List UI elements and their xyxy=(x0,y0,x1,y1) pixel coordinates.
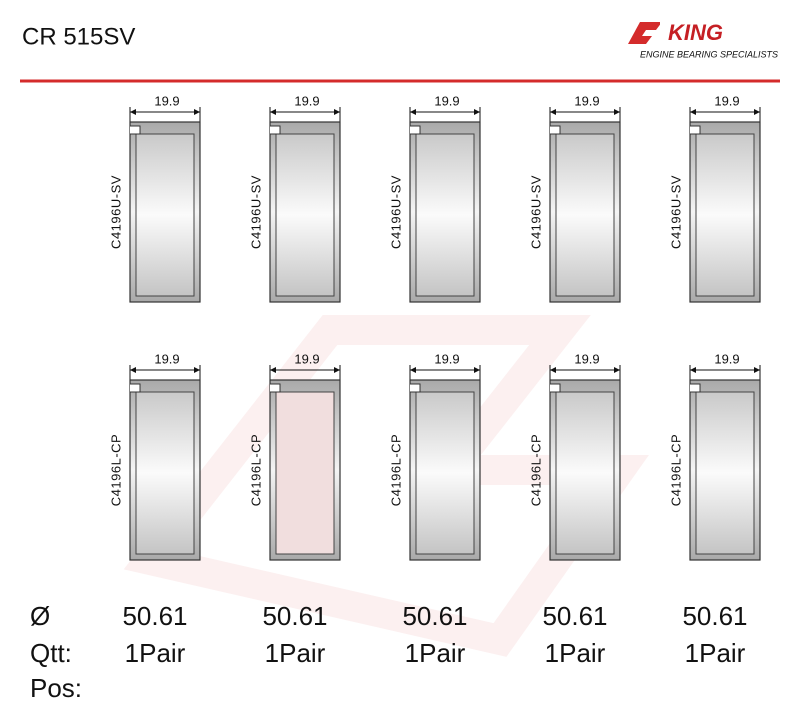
bearing-face xyxy=(555,133,615,297)
logo: KING ENGINE BEARING SPECIALISTS xyxy=(628,20,778,59)
arrow xyxy=(334,109,340,115)
arrow xyxy=(614,109,620,115)
title: CR 515SV xyxy=(22,23,135,50)
part-number: C4196L-CP xyxy=(388,434,403,506)
part-number: C4196L-CP xyxy=(108,434,123,506)
locating-tab xyxy=(550,383,561,393)
locating-tab xyxy=(690,383,701,393)
width-label: 19.9 xyxy=(714,351,739,366)
width-label: 19.9 xyxy=(294,351,319,366)
bearing-face xyxy=(415,133,475,297)
arrow xyxy=(194,367,200,373)
part-number: C4196U-SV xyxy=(668,175,683,249)
bearing-face xyxy=(555,391,615,555)
locating-tab xyxy=(410,383,421,393)
quantity: 1Pair xyxy=(125,638,186,668)
arrow xyxy=(194,109,200,115)
width-label: 19.9 xyxy=(574,93,599,108)
arrow xyxy=(334,367,340,373)
width-label: 19.9 xyxy=(574,351,599,366)
arrow xyxy=(550,367,556,373)
arrow xyxy=(130,109,136,115)
arrow xyxy=(690,109,696,115)
quantity: 1Pair xyxy=(545,638,606,668)
arrow xyxy=(130,367,136,373)
bearing-face xyxy=(695,391,755,555)
quantity: 1Pair xyxy=(265,638,326,668)
locating-tab xyxy=(130,125,141,135)
locating-tab xyxy=(410,125,421,135)
locating-tab xyxy=(130,383,141,393)
bearing-face xyxy=(135,391,195,555)
arrow xyxy=(754,109,760,115)
width-label: 19.9 xyxy=(434,93,459,108)
width-label: 19.9 xyxy=(154,93,179,108)
diameter: 50.61 xyxy=(262,601,327,631)
part-number: C4196L-CP xyxy=(668,434,683,506)
arrow xyxy=(474,109,480,115)
part-number: C4196L-CP xyxy=(528,434,543,506)
spec-label: Qtt: xyxy=(30,638,72,668)
arrow xyxy=(614,367,620,373)
part-number: C4196L-CP xyxy=(248,434,263,506)
part-number: C4196U-SV xyxy=(108,175,123,249)
width-label: 19.9 xyxy=(294,93,319,108)
locating-tab xyxy=(690,125,701,135)
diameter: 50.61 xyxy=(402,601,467,631)
diameter: 50.61 xyxy=(542,601,607,631)
diameter: 50.61 xyxy=(682,601,747,631)
locating-tab xyxy=(550,125,561,135)
logo-brand: KING xyxy=(668,20,723,45)
arrow xyxy=(690,367,696,373)
locating-tab xyxy=(270,125,281,135)
part-number: C4196U-SV xyxy=(248,175,263,249)
spec-label: Pos: xyxy=(30,673,82,703)
arrow xyxy=(410,109,416,115)
part-number: C4196U-SV xyxy=(528,175,543,249)
spec-label: Ø xyxy=(30,601,50,631)
arrow xyxy=(550,109,556,115)
bearing-face xyxy=(415,391,475,555)
arrow xyxy=(270,367,276,373)
arrow xyxy=(474,367,480,373)
part-number: C4196U-SV xyxy=(388,175,403,249)
bearing-face xyxy=(135,133,195,297)
quantity: 1Pair xyxy=(405,638,466,668)
diameter: 50.61 xyxy=(122,601,187,631)
logo-bg xyxy=(660,22,770,44)
width-label: 19.9 xyxy=(154,351,179,366)
bearing-face xyxy=(695,133,755,297)
arrow xyxy=(410,367,416,373)
logo-tagline: ENGINE BEARING SPECIALISTS xyxy=(640,49,778,59)
arrow xyxy=(754,367,760,373)
logo-mark xyxy=(628,22,662,44)
quantity: 1Pair xyxy=(685,638,746,668)
locating-tab xyxy=(270,383,281,393)
arrow xyxy=(270,109,276,115)
width-label: 19.9 xyxy=(714,93,739,108)
width-label: 19.9 xyxy=(434,351,459,366)
bearing-face xyxy=(275,133,335,297)
bearing-face xyxy=(275,391,335,555)
